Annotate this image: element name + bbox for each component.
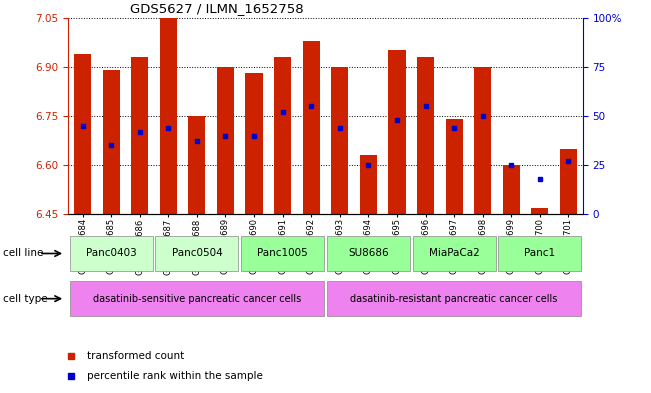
Bar <box>70 236 152 271</box>
Bar <box>331 67 348 214</box>
Bar <box>474 67 492 214</box>
Bar <box>132 57 148 214</box>
Bar <box>245 73 262 214</box>
Text: percentile rank within the sample: percentile rank within the sample <box>87 371 263 381</box>
Bar <box>217 67 234 214</box>
Bar <box>74 54 91 214</box>
Text: MiaPaCa2: MiaPaCa2 <box>429 248 479 259</box>
Text: Panc1: Panc1 <box>524 248 555 259</box>
Bar <box>70 281 324 316</box>
Bar <box>188 116 206 214</box>
Bar <box>156 236 238 271</box>
Text: cell type: cell type <box>3 294 48 304</box>
Bar <box>103 70 120 214</box>
Bar <box>560 149 577 214</box>
Bar <box>274 57 291 214</box>
Bar <box>327 281 581 316</box>
Bar <box>389 50 406 214</box>
Text: SU8686: SU8686 <box>348 248 389 259</box>
Bar <box>327 236 409 271</box>
Text: Panc1005: Panc1005 <box>257 248 308 259</box>
Bar <box>417 57 434 214</box>
Text: dasatinib-sensitive pancreatic cancer cells: dasatinib-sensitive pancreatic cancer ce… <box>93 294 301 304</box>
Bar <box>413 236 495 271</box>
Bar <box>303 40 320 214</box>
Bar <box>499 236 581 271</box>
Bar <box>360 155 377 214</box>
Bar <box>531 208 548 214</box>
Bar <box>242 236 324 271</box>
Text: cell line: cell line <box>3 248 44 259</box>
Bar <box>159 18 177 214</box>
Text: transformed count: transformed count <box>87 351 184 361</box>
Text: dasatinib-resistant pancreatic cancer cells: dasatinib-resistant pancreatic cancer ce… <box>350 294 558 304</box>
Text: GDS5627 / ILMN_1652758: GDS5627 / ILMN_1652758 <box>130 2 304 15</box>
Text: Panc0403: Panc0403 <box>86 248 137 259</box>
Text: Panc0504: Panc0504 <box>172 248 222 259</box>
Bar <box>445 119 463 214</box>
Bar <box>503 165 519 214</box>
